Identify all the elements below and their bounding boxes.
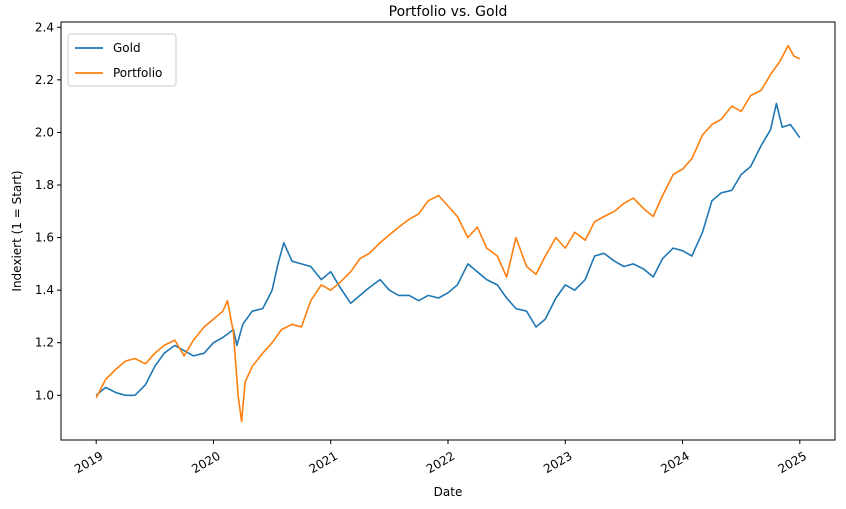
x-tick-label-2024: 2024: [658, 449, 691, 476]
series-line-gold: [95, 102, 801, 397]
plot-frame: [60, 21, 836, 441]
x-tick-label-2019: 2019: [72, 449, 105, 476]
x-tick-label-2020: 2020: [189, 449, 222, 476]
x-axis: 2019 2020 2021 2022 2023 2024 2025: [72, 440, 809, 476]
y-tick-label-1.2: 1.2: [35, 336, 54, 350]
legend-label-portfolio: Portfolio: [113, 66, 162, 80]
series-layer: [95, 44, 801, 423]
legend: Gold Portfolio: [67, 33, 177, 87]
x-tick-label-2021: 2021: [307, 449, 340, 476]
x-tick-label-2023: 2023: [541, 449, 574, 476]
y-tick-label-1.0: 1.0: [35, 388, 54, 402]
y-axis-label: Indexiert (1 = Start): [10, 170, 24, 291]
y-tick-label-1.4: 1.4: [35, 283, 54, 297]
y-axis: 1.0 1.2 1.4 1.6 1.8 2.0 2.2 2.4: [35, 20, 61, 402]
legend-label-gold: Gold: [113, 41, 141, 55]
series-line-portfolio: [95, 44, 801, 423]
y-tick-label-2.2: 2.2: [35, 73, 54, 87]
x-axis-label: Date: [434, 485, 463, 499]
y-tick-label-1.6: 1.6: [35, 231, 54, 245]
x-tick-label-2022: 2022: [424, 449, 457, 476]
y-tick-label-1.8: 1.8: [35, 178, 54, 192]
y-tick-label-2.4: 2.4: [35, 20, 54, 34]
y-tick-label-2.0: 2.0: [35, 125, 54, 139]
chart-title: Portfolio vs. Gold: [389, 4, 508, 20]
x-tick-label-2025: 2025: [776, 449, 809, 476]
